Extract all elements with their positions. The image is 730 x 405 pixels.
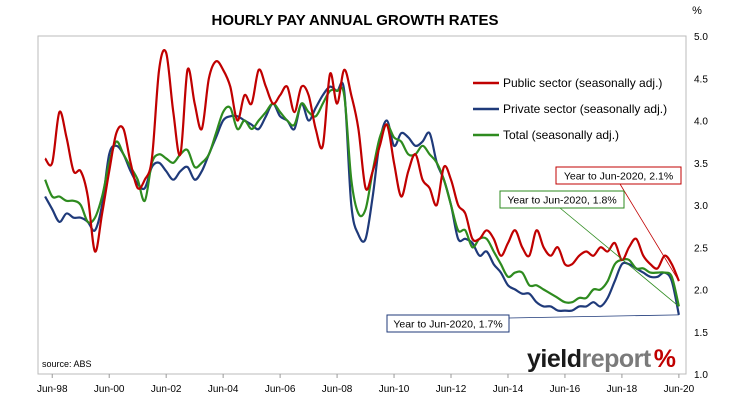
annotation-box	[555, 166, 682, 185]
yieldreport-logo: yieldreport%	[527, 345, 676, 373]
x-axis: Jun-98 Jun-00 Jun-02 Jun-04 Jun-06 Jun-08 Jun-…	[37, 374, 695, 395]
annotation-leader	[508, 314, 679, 319]
x-tick-label: Jun-02	[151, 384, 182, 395]
x-tick-label: Jun-10	[379, 384, 410, 395]
annotation-box	[386, 314, 510, 333]
annotation-label: Year to Jun-2020, 2.1%	[564, 171, 673, 183]
y-tick-label: 3.5	[694, 159, 708, 170]
annotation-label: Year to Jun-2020, 1.8%	[507, 195, 616, 207]
y-unit-label: %	[692, 5, 702, 17]
y-tick-label: 2.5	[694, 243, 708, 254]
annotations: Year to Jun-2020, 2.1% Year to Jun-2020, …	[386, 166, 682, 333]
x-tick-label: Jun-08	[322, 384, 353, 395]
x-tick-label: Jun-98	[37, 384, 68, 395]
y-tick-label: 4.0	[694, 117, 708, 128]
x-tick-label: Jun-16	[550, 384, 581, 395]
plot-frame	[37, 35, 687, 375]
x-tick-label: Jun-18	[607, 384, 638, 395]
y-axis: 1.0 1.5 2.0 2.5 3.0 3.5 4.0 4.5 5.0	[694, 32, 708, 381]
source-label: source: ABS	[42, 359, 92, 369]
y-tick-label: 1.5	[694, 328, 708, 339]
x-tick-label: Jun-04	[208, 384, 239, 395]
annotation-leader	[559, 207, 680, 307]
x-tick-label: Jun-20	[664, 384, 695, 395]
x-tick-label: Jun-12	[436, 384, 467, 395]
chart-title: HOURLY PAY ANNUAL GROWTH RATES	[212, 12, 499, 29]
y-tick-label: 2.0	[694, 286, 708, 297]
logo-percent-symbol: %	[654, 345, 676, 373]
legend-label-private-sector: Private sector (seasonally adj.)	[503, 102, 667, 116]
x-tick-label: Jun-06	[265, 384, 296, 395]
y-tick-label: 1.0	[694, 370, 708, 381]
legend-label-total: Total (seasonally adj.)	[503, 128, 619, 142]
logo-text-report: report	[581, 345, 651, 373]
y-tick-label: 3.0	[694, 201, 708, 212]
logo-text-yield: yield	[527, 345, 581, 373]
y-tick-label: 4.5	[694, 74, 708, 85]
annotation-box	[499, 190, 625, 209]
x-tick-label: Jun-00	[94, 384, 125, 395]
annotation-label: Year to Jun-2020, 1.7%	[393, 319, 502, 331]
series-line-public-sector	[44, 49, 680, 282]
svg-text:yieldreport%: yieldreport%	[527, 345, 676, 373]
x-tick-label: Jun-14	[493, 384, 524, 395]
annotation-leader	[619, 183, 680, 282]
legend-label-public-sector: Public sector (seasonally adj.)	[503, 76, 662, 90]
legend: Public sector (seasonally adj.) Private s…	[473, 76, 667, 142]
y-tick-label: 5.0	[694, 32, 708, 43]
series-group	[44, 49, 680, 316]
